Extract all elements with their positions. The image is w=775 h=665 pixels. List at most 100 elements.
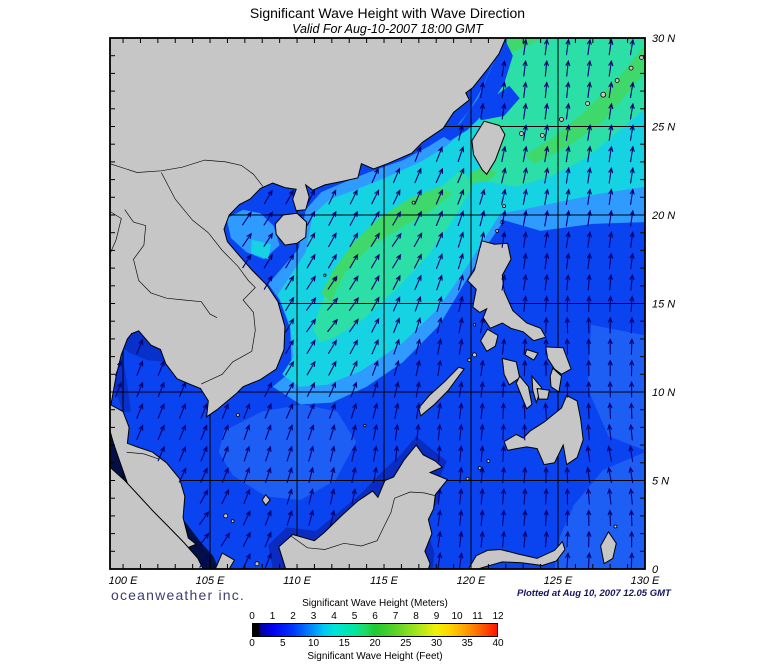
colorbar-title-meters: Significant Wave Height (Meters) (302, 598, 448, 609)
colorbar-ticks-feet: 0 5 10 15 20 25 30 35 40 (249, 637, 503, 650)
border-myanmar-thailand (110, 211, 122, 255)
sea-region-teal-east (479, 38, 645, 187)
feet-tick-5: 5 (279, 638, 286, 649)
feet-tick-20: 20 (369, 638, 381, 649)
meters-tick-6: 6 (372, 611, 378, 622)
island-sulu-3 (465, 476, 470, 481)
island-lubang (472, 323, 477, 327)
feet-tick-40: 40 (492, 638, 504, 649)
lon-label-115: 115 E (370, 575, 399, 587)
sea-region-phil-corner-light (554, 452, 645, 569)
land-natuna (261, 493, 271, 507)
border-thailand-laos (124, 209, 218, 319)
country-borders (110, 159, 435, 550)
meters-tick-1: 1 (269, 611, 276, 622)
island-batan (502, 204, 506, 209)
land-taiwan (471, 120, 506, 176)
land-bohol (536, 387, 550, 400)
colorbar-title-feet: Significant Wave Height (Feet) (307, 651, 443, 662)
border-thailand-malaysia (126, 451, 160, 460)
lat-label-30: 30 N (652, 33, 675, 45)
land-bangka (214, 552, 236, 569)
colorbar-ticks-meters: 0 1 2 3 4 5 6 7 8 9 10 11 12 (249, 610, 503, 623)
lon-label-125: 125 E (544, 575, 573, 587)
island-morotai (613, 524, 618, 529)
chart-subtitle: Valid For Aug-10-2007 18:00 GMT (292, 22, 483, 36)
axis-labels: 100 E 105 E 110 E 115 E 120 E 125 E 130 E 30 N 2… (109, 33, 676, 587)
island-paracel-2 (323, 273, 327, 277)
island-ryukyu-2 (539, 132, 545, 138)
wave-height-regions (110, 38, 645, 569)
land-borneo (278, 444, 449, 569)
sea-region-teal-west (312, 169, 473, 343)
island-ryukyu-5 (614, 78, 620, 83)
lat-label-10: 10 N (652, 387, 675, 399)
island-con-dao (235, 413, 240, 417)
sea-region-green-top (504, 38, 543, 56)
island-ryukyu-1 (519, 131, 524, 136)
sea-region-gulf-top-dark (119, 331, 168, 362)
lon-label-130: 130 E (631, 575, 660, 587)
lat-label-20: 20 N (651, 210, 675, 222)
sea-region-south-scs-light (218, 404, 357, 500)
border-china-vietnam (110, 159, 264, 187)
meters-tick-8: 8 (413, 611, 419, 622)
meters-tick-5: 5 (351, 611, 358, 622)
sea-region-north-taiwan-dark (478, 85, 520, 121)
island-calamian-2 (467, 358, 472, 363)
land-palawan (418, 366, 465, 417)
land-sumatra (110, 466, 204, 569)
land-sulawesi-north (467, 540, 566, 569)
land-mindanao (503, 394, 584, 466)
sea-region-ecs-dark-band (441, 38, 513, 141)
meters-tick-10: 10 (451, 611, 463, 622)
title-block: Significant Wave Height with Wave Direct… (0, 5, 775, 36)
oceanweather-logo: oceanweather inc. (111, 587, 246, 603)
land-panay (501, 357, 521, 386)
sea-region-green-east (525, 45, 645, 164)
meters-tick-7: 7 (392, 611, 399, 622)
feet-tick-15: 15 (338, 638, 350, 649)
island-sulu-2 (477, 466, 482, 471)
sea-region-green-taiwan-south (469, 167, 498, 184)
island-ryukyu-4 (585, 101, 590, 106)
meters-tick-12: 12 (492, 611, 504, 622)
meters-tick-4: 4 (331, 611, 337, 622)
meters-tick-11: 11 (472, 611, 483, 622)
map-frame (109, 37, 646, 570)
lon-label-100: 100 E (109, 575, 138, 587)
border-laos-vietnam-cambodia (160, 172, 256, 385)
land-hainan (274, 212, 308, 246)
island-okinawa (600, 91, 607, 98)
colorbar-gradient-bar (252, 623, 498, 637)
meters-tick-2: 2 (290, 611, 296, 622)
border-malaysia-indonesia-borneo (289, 491, 435, 550)
lon-label-105: 105 E (196, 575, 225, 587)
sea-region-phil-east-light (587, 324, 645, 451)
feet-tick-25: 25 (400, 638, 412, 649)
lon-label-110: 110 E (283, 575, 312, 587)
plotted-timestamp: Plotted at Aug 10, 2007 12.05 GMT (517, 588, 671, 599)
island-ryukyu-6 (628, 65, 634, 71)
land-negros (515, 375, 533, 410)
wave-direction-arrows (114, 38, 635, 569)
lat-label-0: 0 (652, 564, 659, 576)
island-calamian-1 (472, 352, 477, 358)
lat-label-25: 25 N (651, 122, 675, 134)
land-leyte (549, 367, 563, 393)
island-anambas-1 (223, 513, 229, 519)
land-halmahera (600, 530, 617, 565)
landmasses (110, 38, 617, 569)
meters-tick-0: 0 (249, 611, 255, 622)
island-anambas-2 (230, 519, 235, 524)
map-canvas (110, 38, 645, 569)
land-mainland-asia (110, 38, 507, 418)
sea-region-tonkin-cyan (250, 239, 271, 260)
island-babuyan-2 (495, 229, 500, 233)
land-malay-peninsula (110, 403, 198, 550)
feet-tick-10: 10 (307, 638, 320, 649)
island-sulu-1 (486, 459, 491, 463)
land-mindoro (480, 328, 499, 352)
